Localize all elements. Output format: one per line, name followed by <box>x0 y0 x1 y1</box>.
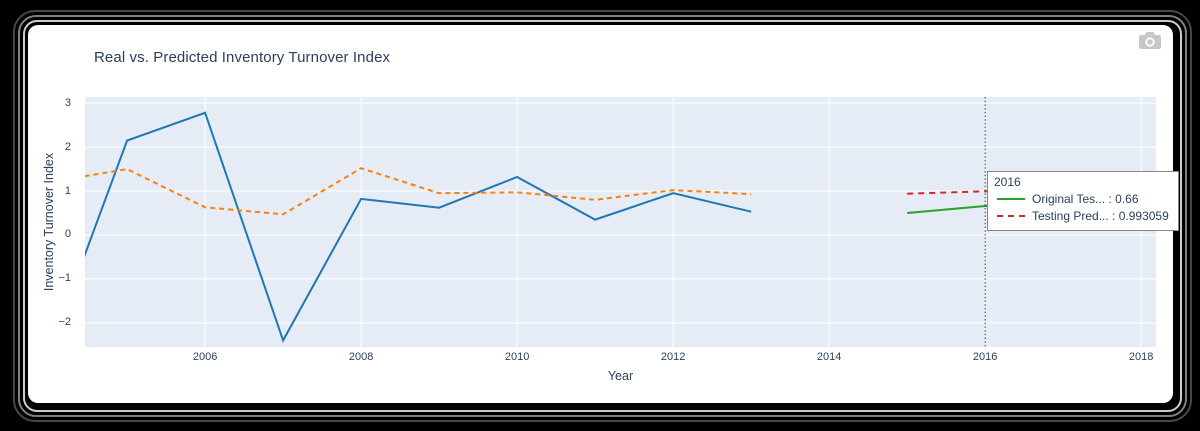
x-tick-label: 2010 <box>504 351 530 363</box>
chart-title: Real vs. Predicted Inventory Turnover In… <box>94 49 391 66</box>
x-tick-label: 2012 <box>660 351 686 363</box>
download-plot-button[interactable] <box>1136 30 1164 52</box>
plot-area <box>85 97 1156 347</box>
predicted-training-line[interactable] <box>85 167 752 216</box>
tooltip-rows: Original Tes... : 0.66 Testing Pred... : … <box>994 190 1169 224</box>
camera-icon <box>1139 32 1161 49</box>
tooltip-series-swatch-icon <box>997 197 1025 200</box>
x-tick-label: 2016 <box>972 351 998 363</box>
x-tick-label: 2006 <box>192 351 218 363</box>
tooltip-row: Original Tes... : 0.66 <box>994 190 1169 207</box>
x-axis-title: Year <box>607 369 634 383</box>
hover-tooltip: 2016 Original Tes... : 0.66 Testing Pred.… <box>987 171 1179 231</box>
y-tick-label: −2 <box>58 316 71 329</box>
tooltip-series-value: Testing Pred... : 0.993059 <box>1032 208 1169 223</box>
y-tick-label: −1 <box>58 272 71 285</box>
line-chart-canvas[interactable] <box>85 97 1156 347</box>
x-tick-label: 2014 <box>816 351 842 363</box>
y-axis-title: Inventory Turnover Index <box>42 152 56 292</box>
tooltip-row: Testing Pred... : 0.993059 <box>994 207 1169 224</box>
y-tick-label: 1 <box>64 184 71 197</box>
tooltip-series-swatch-icon <box>997 214 1025 217</box>
x-tick-label: 2018 <box>1128 351 1154 363</box>
chart-card: Real vs. Predicted Inventory Turnover In… <box>28 25 1179 403</box>
y-tick-label: 3 <box>64 96 71 109</box>
tooltip-series-value: Original Tes... : 0.66 <box>1032 191 1139 206</box>
x-tick-label: 2008 <box>348 351 374 363</box>
real-training-line[interactable] <box>85 111 752 347</box>
y-tick-label: 2 <box>64 140 71 153</box>
y-tick-label: 0 <box>64 228 71 241</box>
tooltip-year-label: 2016 <box>994 175 1021 189</box>
